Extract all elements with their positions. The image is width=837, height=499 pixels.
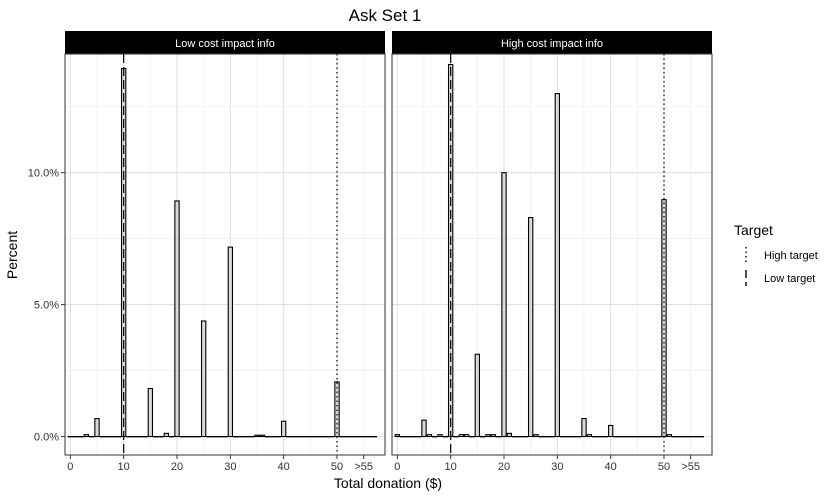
x-tick-label: 0 bbox=[67, 461, 73, 473]
panel-2: High cost impact info 0 10 20 30 40 50 >55 bbox=[391, 31, 713, 473]
bar bbox=[485, 434, 491, 438]
bar bbox=[506, 432, 513, 438]
facet-title: High cost impact info bbox=[501, 38, 603, 50]
legend-title: Target bbox=[734, 222, 773, 238]
bar bbox=[554, 93, 561, 438]
bar bbox=[458, 434, 465, 438]
bar bbox=[394, 434, 401, 438]
bar bbox=[426, 434, 433, 438]
bar bbox=[607, 424, 614, 438]
bar bbox=[533, 434, 539, 438]
bar bbox=[254, 434, 260, 438]
bar bbox=[200, 320, 207, 438]
x-axis-label: Total donation ($) bbox=[334, 475, 442, 491]
x-tick-label: 0 bbox=[394, 461, 400, 473]
bar bbox=[586, 434, 593, 438]
x-tick-label: 10 bbox=[445, 461, 457, 473]
bar bbox=[174, 200, 180, 438]
x-tick-label: >55 bbox=[681, 461, 700, 473]
panel-border bbox=[391, 53, 713, 456]
bar bbox=[147, 387, 154, 438]
chart-title: Ask Set 1 bbox=[349, 6, 422, 25]
x-tick-label: 30 bbox=[551, 461, 563, 473]
y-tick-label: 0.0% bbox=[34, 432, 59, 444]
bar bbox=[227, 246, 234, 438]
facet-strip bbox=[65, 31, 385, 54]
y-tick-label: 5.0% bbox=[34, 300, 59, 312]
bar bbox=[463, 434, 470, 438]
legend-label: High target bbox=[764, 250, 818, 262]
bar bbox=[163, 432, 170, 438]
x-tick-label: 50 bbox=[331, 461, 343, 473]
y-tick-label: 10.0% bbox=[28, 168, 59, 180]
y-axis-label: Percent bbox=[4, 231, 20, 279]
bar bbox=[83, 434, 90, 438]
x-tick-label: >55 bbox=[354, 461, 373, 473]
bar bbox=[280, 420, 287, 438]
facet-title: Low cost impact info bbox=[175, 38, 275, 50]
bar bbox=[490, 434, 497, 438]
bar bbox=[94, 418, 100, 438]
legend: Target High target Low target bbox=[734, 222, 818, 286]
bar bbox=[421, 419, 427, 438]
x-tick-label: 40 bbox=[605, 461, 617, 473]
bar bbox=[259, 434, 266, 438]
bar bbox=[437, 434, 443, 438]
x-tick-label: 30 bbox=[224, 461, 236, 473]
x-tick-label: 40 bbox=[278, 461, 290, 473]
x-tick-label: 20 bbox=[498, 461, 510, 473]
x-tick-label: 20 bbox=[171, 461, 183, 473]
legend-label: Low target bbox=[764, 273, 815, 285]
bar bbox=[666, 434, 673, 438]
panel-border bbox=[64, 53, 386, 456]
x-tick-label: 50 bbox=[658, 461, 670, 473]
facet-strip bbox=[392, 31, 712, 54]
x-tick-label: 10 bbox=[118, 461, 130, 473]
panel-1: Low cost impact info 0 10 20 30 40 50 >55 0.0% 5.… bbox=[28, 31, 386, 473]
bar bbox=[527, 217, 534, 438]
bar bbox=[581, 418, 587, 438]
bar bbox=[474, 353, 481, 438]
bar bbox=[501, 172, 507, 438]
